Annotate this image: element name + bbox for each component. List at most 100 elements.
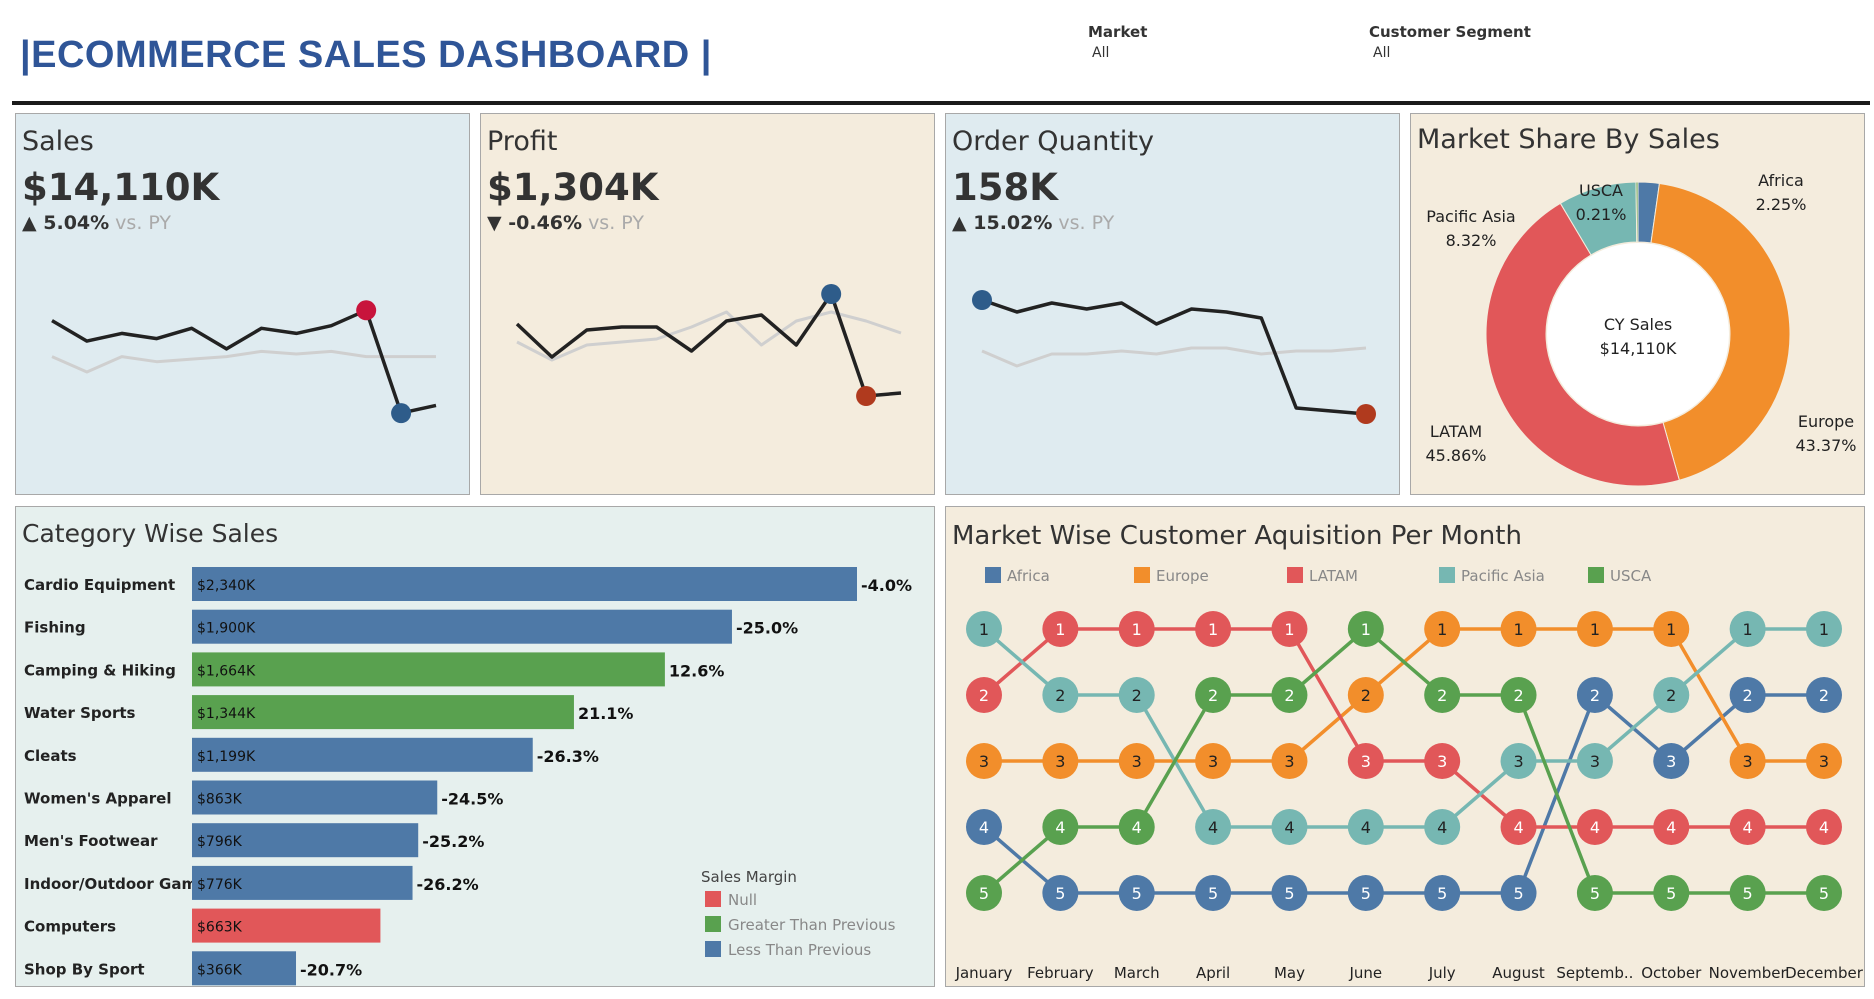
bar-change-label: -25.0%	[736, 619, 798, 638]
min-point-marker	[391, 403, 412, 424]
order-quantity-kpi-title: Order Quantity	[952, 126, 1154, 157]
rank-marker	[1806, 677, 1842, 713]
category-sales-title: Category Wise Sales	[22, 519, 279, 548]
order-quantity-kpi-card: Order Quantity 158K ▲ 15.02% vs. PY	[945, 113, 1400, 495]
profit-kpi-card: Profit $1,304K ▼ -0.46% vs. PY	[480, 113, 935, 495]
market-rank-bump-chart: Africa Europe LATAM Pacific Asia USCA 4 5 5 5 5 5 5…	[955, 567, 1864, 982]
legend-item-label: Null	[728, 891, 757, 909]
up-arrow-icon: ▲	[952, 212, 967, 234]
legend-swatch	[705, 891, 721, 907]
category-label: Women's Apparel	[24, 790, 171, 808]
rank-marker	[1806, 611, 1842, 647]
rank-label: 3	[1361, 752, 1371, 771]
rank-marker	[966, 875, 1002, 911]
rank-marker	[1500, 743, 1537, 779]
market-share-title: Market Share By Sales	[1417, 124, 1720, 155]
rank-label: 3	[1513, 752, 1523, 771]
month-tick-label: December	[1785, 964, 1864, 982]
rank-marker	[1653, 875, 1690, 911]
dashboard-title: |ECOMMERCE SALES DASHBOARD |	[20, 34, 712, 76]
slice-label-europe: Europe	[1798, 412, 1854, 431]
rank-label: 2	[1666, 686, 1676, 705]
rank-label: 5	[1666, 884, 1676, 903]
rank-marker	[1271, 677, 1308, 713]
category-bar	[192, 695, 574, 730]
bar-value-label: $796K	[197, 834, 243, 850]
vs-py-label: vs. PY	[115, 212, 172, 234]
month-tick-label: March	[1114, 964, 1160, 982]
profit-kpi-title: Profit	[487, 126, 558, 157]
category-bar	[192, 609, 732, 644]
rank-marker	[1042, 809, 1079, 845]
rank-label: 1	[1743, 620, 1753, 639]
max-point-marker	[972, 290, 992, 310]
legend-swatch	[705, 916, 721, 932]
bar-change-label: -25.2%	[422, 832, 484, 851]
bar-value-label: $2,340K	[197, 578, 256, 594]
vs-py-label: vs. PY	[1058, 212, 1115, 234]
rank-label: 1	[1819, 620, 1829, 639]
customer-segment-filter[interactable]: Customer Segment All	[1369, 23, 1531, 61]
profit-kpi-delta: ▼ -0.46% vs. PY	[487, 212, 644, 234]
min-point-marker	[856, 386, 877, 406]
rank-marker	[1653, 677, 1690, 713]
month-tick-label: May	[1274, 964, 1305, 982]
rank-marker	[1576, 743, 1613, 779]
rank-marker	[966, 809, 1002, 845]
rank-label: 2	[1743, 686, 1753, 705]
current-year-line	[981, 298, 1367, 416]
order-quantity-kpi-value: 158K	[952, 166, 1058, 209]
rank-label: 2	[1819, 686, 1829, 705]
legend-item-label: USCA	[1610, 567, 1652, 585]
rank-label: 3	[1437, 752, 1447, 771]
rank-label: 2	[1513, 686, 1523, 705]
rank-label: 5	[1819, 884, 1829, 903]
rank-marker	[1806, 875, 1842, 911]
donut-hole	[1547, 243, 1729, 425]
series-line	[982, 693, 1824, 895]
rank-marker	[1195, 875, 1232, 911]
vs-py-label: vs. PY	[588, 212, 644, 234]
market-filter[interactable]: Market All	[1088, 23, 1147, 61]
rank-label: 5	[1284, 884, 1294, 903]
rank-label: 1	[979, 620, 989, 639]
rank-marker	[1806, 743, 1842, 779]
slice-europe	[1650, 182, 1791, 481]
customer-segment-filter-value[interactable]: All	[1373, 45, 1391, 61]
rank-marker	[1500, 809, 1537, 845]
bar-change-label: -20.7%	[300, 960, 362, 979]
category-bar	[192, 780, 438, 815]
bar-change-label: -24.5%	[441, 790, 503, 809]
bar-change-label: -26.2%	[417, 875, 479, 894]
rank-label: 4	[1361, 818, 1371, 837]
rank-label: 3	[1743, 752, 1753, 771]
rank-marker	[1195, 743, 1232, 779]
category-label: Men's Footwear	[24, 832, 158, 850]
rank-label: 4	[1513, 818, 1523, 837]
rank-label: 5	[1437, 884, 1447, 903]
bar-value-label: $1,199K	[197, 749, 256, 765]
month-tick-label: November	[1709, 964, 1788, 982]
rank-marker	[1195, 677, 1232, 713]
market-acquisition-title: Market Wise Customer Aquisition Per Mont…	[952, 521, 1522, 551]
rank-label: 5	[1132, 884, 1142, 903]
month-tick-label: February	[1027, 964, 1094, 982]
rank-marker	[1042, 611, 1079, 647]
sales-delta-value: 5.04%	[43, 212, 110, 234]
month-tick-label: July	[1428, 964, 1456, 982]
slice-label-africa: Africa	[1758, 171, 1804, 190]
category-bar	[192, 737, 533, 772]
category-label: Fishing	[24, 619, 86, 637]
rank-marker	[1729, 611, 1766, 647]
market-filter-value[interactable]: All	[1092, 45, 1110, 61]
rank-marker	[1576, 809, 1613, 845]
month-tick-label: June	[1348, 964, 1382, 982]
rank-marker	[1500, 611, 1537, 647]
slice-label-latam: LATAM	[1430, 422, 1482, 441]
slice-label-pacific-asia: Pacific Asia	[1426, 207, 1515, 226]
slice-value-latam: 45.86%	[1425, 446, 1486, 465]
rank-marker	[1653, 809, 1690, 845]
slice-latam	[1485, 202, 1680, 487]
market-share-donut-chart: Africa 2.25% Europe 43.37% LATAM 45.86% Pacifi…	[1425, 171, 1857, 487]
month-tick-label: August	[1492, 964, 1545, 982]
